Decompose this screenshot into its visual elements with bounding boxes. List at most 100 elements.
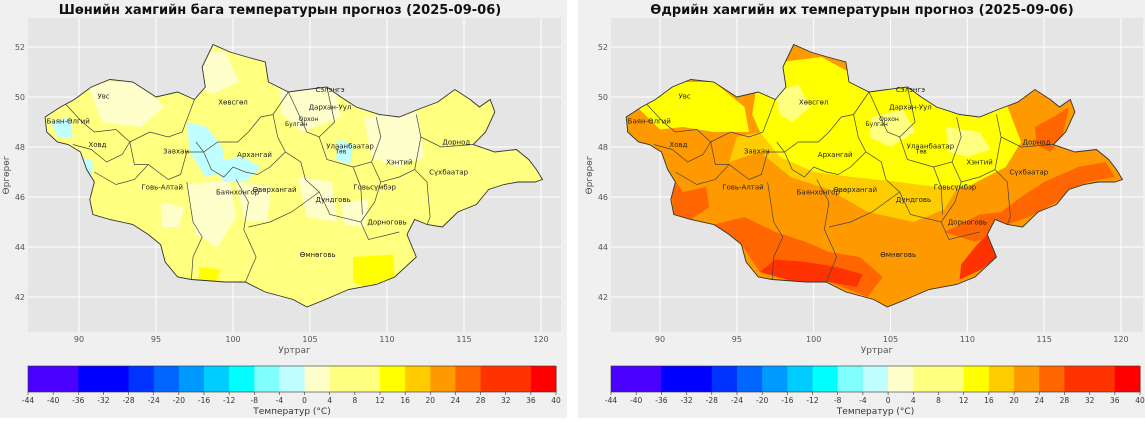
colorbar-segment: [178, 366, 205, 392]
province-label: Булган: [285, 121, 307, 128]
province-borders: [639, 86, 1054, 283]
colorbar-segment: [1064, 366, 1091, 392]
colorbar-segment: [405, 366, 431, 392]
temperature-zone: [336, 139, 354, 165]
colorbar-tick-label: 20: [1009, 396, 1019, 405]
province-label: Улаанбаатар: [907, 142, 955, 150]
province-label: Булган: [866, 121, 888, 128]
colorbar-tick-label: 8: [936, 396, 941, 405]
province-label: Өвөрхангай: [253, 186, 297, 194]
x-tick-label: 90: [655, 335, 665, 344]
y-tick-label: 44: [598, 243, 608, 252]
colorbar-segment: [711, 366, 738, 392]
colorbar-segment: [530, 366, 557, 392]
x-tick-label: 115: [1037, 335, 1052, 344]
province-borders: [58, 86, 474, 283]
colorbar-segment: [78, 366, 104, 392]
colorbar-segment: [128, 366, 155, 392]
colorbar-segment: [204, 366, 230, 392]
province-label: Өвөрхангай: [833, 186, 877, 194]
colorbar: -44 -40 -36 -32 -28 -24 -20 -16 -12 -8 -4 0 4 8 12 16 20…: [22, 365, 561, 417]
temperature-zone: [211, 157, 261, 182]
province-label: Завхан: [163, 147, 189, 155]
x-tick-label: 110: [379, 335, 394, 344]
y-tick-label: 50: [598, 93, 608, 102]
colorbar-tick-label: 28: [1060, 396, 1070, 405]
colorbar-tick-label: -40: [47, 396, 59, 405]
temperature-zone: [194, 52, 240, 95]
x-tick-label: 105: [302, 335, 317, 344]
x-axis-label: Уртраг: [278, 346, 311, 356]
province-label: Орхон: [299, 116, 319, 123]
temperature-zone: [199, 267, 221, 282]
temperature-zone: [729, 132, 960, 222]
province-label: Хөвсгөл: [799, 99, 829, 107]
temperature-zone: [869, 109, 916, 147]
temperature-zone: [353, 254, 395, 287]
colorbar-segment: [837, 366, 864, 392]
colorbar-tick-label: -32: [97, 396, 109, 405]
province-label: Говь-Алтай: [722, 184, 764, 192]
colorbar-tick-label: 32: [501, 396, 511, 405]
temperature-zone: [959, 234, 997, 280]
colorbar-segment: [1114, 366, 1141, 392]
colorbar-segment: [329, 366, 356, 392]
province-label: Хэнтий: [386, 159, 412, 167]
temperature-zone: [279, 82, 341, 132]
colorbar-tick-label: 40: [551, 396, 561, 405]
y-tick-label: 42: [15, 293, 25, 302]
province-label: Дорнод: [442, 139, 470, 147]
colorbar-tick-label: -28: [706, 396, 718, 405]
colorbar-segment: [304, 366, 331, 392]
colorbar-tick-label: -4: [276, 396, 284, 405]
colorbar-segment: [153, 366, 180, 392]
colorbar-tick-label: 4: [911, 396, 916, 405]
colorbar-tick-label: -44: [22, 396, 34, 405]
colorbar-segment: [354, 366, 381, 392]
x-tick-label: 120: [533, 335, 548, 344]
colorbar-segment: [455, 366, 482, 392]
x-tick-label: 95: [151, 335, 161, 344]
colorbar-segment: [279, 366, 306, 392]
colorbar-segment: [505, 366, 532, 392]
colorbar-tick-label: 40: [1135, 396, 1145, 405]
province-label: Төв: [334, 148, 346, 155]
colorbar-tick-label: -8: [251, 396, 259, 405]
province-label: Говьсүмбэр: [353, 184, 396, 192]
province-label: Хэнтий: [966, 159, 992, 167]
map-panel-1: Шөнийн хамгийн бага температурын прогноз…: [0, 0, 567, 418]
province-label: Говь-Алтай: [141, 184, 183, 192]
y-axis-label: Өргөрөг: [585, 155, 595, 194]
colorbar-segment: [103, 366, 130, 392]
y-tick-label: 50: [15, 93, 25, 102]
colorbar-segment: [988, 366, 1015, 392]
colorbar-segment: [686, 366, 713, 392]
province-label: Сэлэнгэ: [315, 86, 344, 94]
province-label: Архангай: [818, 151, 853, 159]
colorbar-segment: [736, 366, 763, 392]
province-label: Орхон: [879, 116, 899, 123]
colorbar-tick-label: 16: [400, 396, 410, 405]
province-label: Увс: [98, 92, 110, 100]
temperature-zone: [759, 259, 863, 287]
province-label: Завхан: [744, 147, 770, 155]
colorbar-label: Температур (°C): [252, 407, 330, 417]
y-axis-label: Өргөрөг: [2, 155, 12, 194]
temperature-zone: [186, 179, 237, 247]
colorbar-tick-label: -20: [756, 396, 768, 405]
colorbar-tick-label: 20: [426, 396, 436, 405]
colorbar-tick-label: -44: [605, 396, 617, 405]
colorbar-tick-label: -24: [731, 396, 743, 405]
colorbar-segment: [938, 366, 965, 392]
colorbar-segment: [963, 366, 990, 392]
x-tick-label: 105: [883, 335, 898, 344]
colorbar-tick-label: 36: [1110, 396, 1120, 405]
y-tick-label: 44: [15, 243, 25, 252]
province-label: Архангай: [237, 151, 272, 159]
temperature-zone: [637, 82, 750, 132]
y-tick-label: 52: [15, 43, 25, 52]
colorbar-tick-label: 28: [476, 396, 486, 405]
colorbar-segment: [611, 366, 662, 392]
colorbar-tick-label: 32: [1085, 396, 1095, 405]
colorbar-tick-label: 4: [327, 396, 332, 405]
